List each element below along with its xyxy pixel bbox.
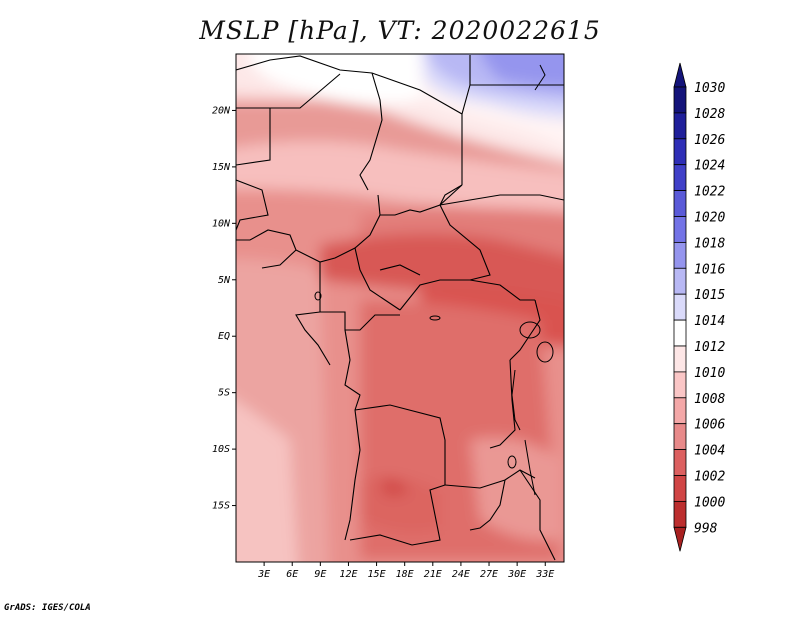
colorbar-swatch [673,423,687,451]
grads-credit: GrADS: IGES/COLA [4,603,91,613]
lon-tick-label: 6E [286,569,298,580]
pressure-field [236,54,564,562]
lat-tick-label: 15S [212,501,230,512]
lon-tick-label: 15E [368,569,386,580]
colorbar-label: 1020 [694,211,725,226]
lon-tick-label: 9E [314,569,326,580]
latitude-axis: 20N 15N 10N 5N EQ 5S 10S 15S [212,105,236,512]
lat-tick-label: 10S [212,444,230,455]
colorbar-swatch [673,449,687,476]
colorbar-swatch [673,216,687,243]
colorbar-label: 1006 [694,418,725,433]
colorbar-swatch [673,86,687,114]
lat-tick-label: EQ [218,331,230,342]
colorbar-label: 1016 [694,262,725,277]
lon-tick-label: 24E [452,569,470,580]
colorbar-swatch [673,371,687,399]
colorbar-label: 1026 [694,133,725,148]
colorbar-swatch [673,397,687,425]
colorbar-label: 1030 [694,81,725,96]
lat-tick-label: 15N [212,162,231,173]
colorbar-label: 1000 [694,495,725,510]
lon-tick-label: 21E [424,569,442,580]
lat-tick-label: 20N [212,105,231,116]
lon-tick-label: 27E [480,569,498,580]
lon-tick-label: 30E [507,569,526,580]
colorbar-swatch [673,112,687,140]
lat-tick-label: 5N [218,275,231,286]
colorbar-label: 998 [694,521,718,536]
colorbar-label: 1002 [694,470,725,485]
map-frame [235,53,565,563]
colorbar-swatch [673,475,687,502]
colorbar-label: 1018 [694,236,725,251]
colorbar-label: 1008 [694,392,725,407]
colorbar-label: 1010 [694,366,725,381]
colorbar-swatch [673,267,687,295]
colorbar-swatch [673,293,687,321]
lakes [314,64,554,496]
colorbar-top-arrow [673,62,687,88]
colorbar-label: 1028 [694,107,725,122]
colorbar: 1030 1028 1026 1024 1022 1020 1018 1016 1015 1014… [673,62,725,552]
colorbar-label: 1014 [694,314,725,329]
colorbar-swatch [673,241,687,269]
lon-tick-label: 12E [339,569,357,580]
colorbar-label: 1012 [694,340,725,355]
longitude-axis: 3E 6E 9E 12E 15E 18E 21E 24E 27E 30E 33E [257,562,554,580]
colorbar-swatch [673,319,687,347]
colorbar-label: 1004 [694,444,725,459]
colorbar-swatch [673,190,687,217]
lat-tick-label: 5S [218,388,230,399]
lon-tick-label: 18E [396,569,414,580]
colorbar-label: 1022 [694,185,725,200]
colorbar-label: 1015 [694,288,725,303]
colorbar-swatch [673,138,687,166]
lon-tick-label: 3E [257,569,270,580]
colorbar-swatch [673,345,687,373]
colorbar-swatch [673,164,687,191]
lat-tick-label: 10N [212,218,231,229]
lon-tick-label: 33E [535,569,554,580]
country-borders [236,55,564,561]
colorbar-bottom-arrow [673,526,687,552]
colorbar-label: 1024 [694,159,725,174]
colorbar-swatch [673,500,687,528]
map-title: MSLP [hPa], VT: 2020022615 [199,16,601,45]
